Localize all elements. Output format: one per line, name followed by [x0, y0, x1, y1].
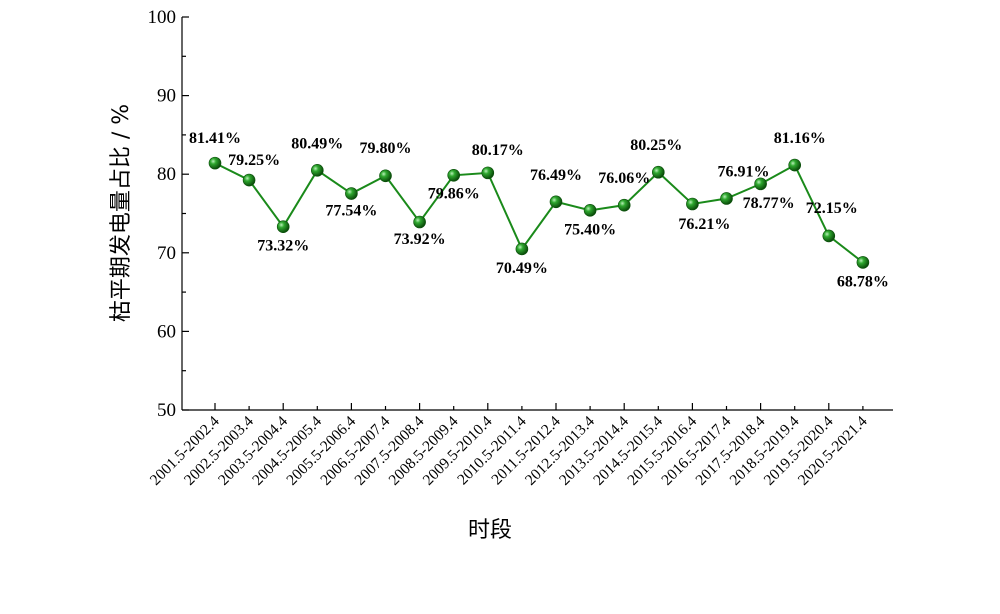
data-label: 75.40% — [564, 221, 616, 238]
data-label: 77.54% — [325, 203, 377, 220]
data-label: 80.17% — [472, 142, 524, 159]
data-point — [822, 229, 836, 243]
data-label: 76.06% — [598, 170, 650, 187]
data-point — [788, 158, 802, 172]
data-label: 80.49% — [291, 135, 343, 152]
axes — [181, 17, 893, 411]
data-point — [617, 198, 631, 212]
data-label: 78.77% — [743, 195, 795, 212]
y-tick-label: 80 — [157, 164, 176, 185]
data-point — [276, 220, 290, 234]
y-tick-label: 70 — [157, 243, 176, 264]
data-label: 81.41% — [189, 130, 241, 147]
data-label: 80.25% — [630, 137, 682, 154]
y-tick-label: 90 — [157, 86, 176, 107]
data-point — [345, 187, 358, 200]
y-tick-label: 60 — [157, 321, 176, 342]
x-ticks: 2001.5-2002.42002.5-2003.42003.5-2004.42… — [147, 403, 871, 489]
data-point — [310, 164, 324, 177]
data-point — [720, 192, 733, 205]
data-label: 79.80% — [360, 140, 412, 157]
data-label: 79.25% — [228, 152, 280, 169]
y-axis-title: 枯平期发电量占比 / % — [109, 104, 134, 322]
data-point — [208, 156, 222, 170]
data-point — [515, 242, 529, 256]
data-label: 70.49% — [496, 260, 548, 277]
data-point — [413, 215, 426, 229]
data-point — [481, 166, 495, 180]
data-point — [583, 204, 597, 217]
data-label: 79.86% — [428, 185, 480, 202]
data-label: 81.16% — [774, 130, 826, 147]
data-point — [242, 173, 256, 187]
data-point — [379, 169, 392, 183]
y-ticks: 50 60 70 80 90 100 — [148, 7, 189, 421]
data-label: 72.15% — [806, 200, 858, 217]
data-label: 76.21% — [678, 216, 730, 233]
data-point — [651, 165, 665, 179]
data-label: 76.91% — [718, 163, 770, 180]
data-labels: 81.41% 79.25% 73.32% 80.49% 77.54% 79.80% 73.9… — [189, 130, 889, 290]
data-label: 76.49% — [530, 167, 582, 184]
x-axis-title: 时段 — [468, 518, 512, 543]
data-point — [447, 169, 461, 182]
series — [208, 156, 870, 269]
data-point — [754, 177, 767, 191]
data-point — [549, 195, 563, 209]
data-label: 68.78% — [837, 273, 889, 290]
data-label: 73.92% — [394, 231, 446, 248]
y-tick-label: 100 — [148, 7, 177, 28]
data-point — [686, 197, 699, 211]
data-label: 73.32% — [257, 238, 309, 255]
y-tick-label: 50 — [157, 400, 176, 421]
data-point — [856, 256, 870, 269]
